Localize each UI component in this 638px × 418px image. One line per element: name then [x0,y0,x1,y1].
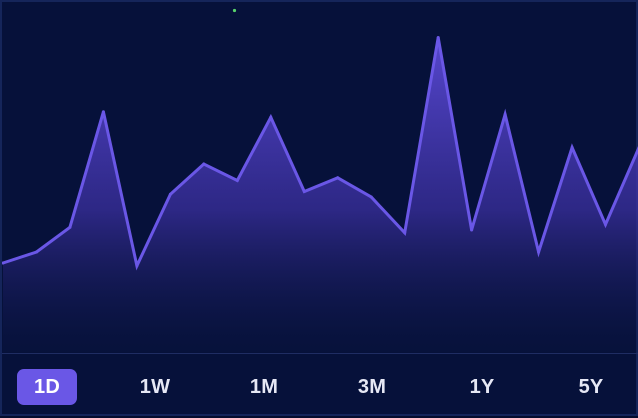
data-point [571,146,574,149]
data-point [102,110,105,113]
data-point [169,193,172,196]
data-point [470,229,473,232]
data-point [537,251,540,254]
data-point [202,163,205,166]
price-chart [2,2,638,354]
data-point [135,264,138,267]
data-point [35,251,38,254]
range-button-5y[interactable]: 5Y [561,369,621,405]
data-point [236,179,239,182]
range-button-1y[interactable]: 1Y [452,369,512,405]
data-point [269,116,272,119]
data-point [604,223,607,226]
range-selector: 1D 1W 1M 3M 1Y 5Y [2,354,638,418]
range-button-3m[interactable]: 3M [342,369,402,405]
data-point [68,226,71,229]
range-button-1d[interactable]: 1D [17,369,77,405]
data-point [403,231,406,234]
data-point [370,196,373,199]
range-button-1m[interactable]: 1M [234,369,294,405]
range-button-1w[interactable]: 1W [125,369,185,405]
data-point [504,113,507,116]
area-fill [3,38,638,353]
data-point [437,36,440,39]
data-point [303,190,306,193]
data-point [336,176,339,179]
